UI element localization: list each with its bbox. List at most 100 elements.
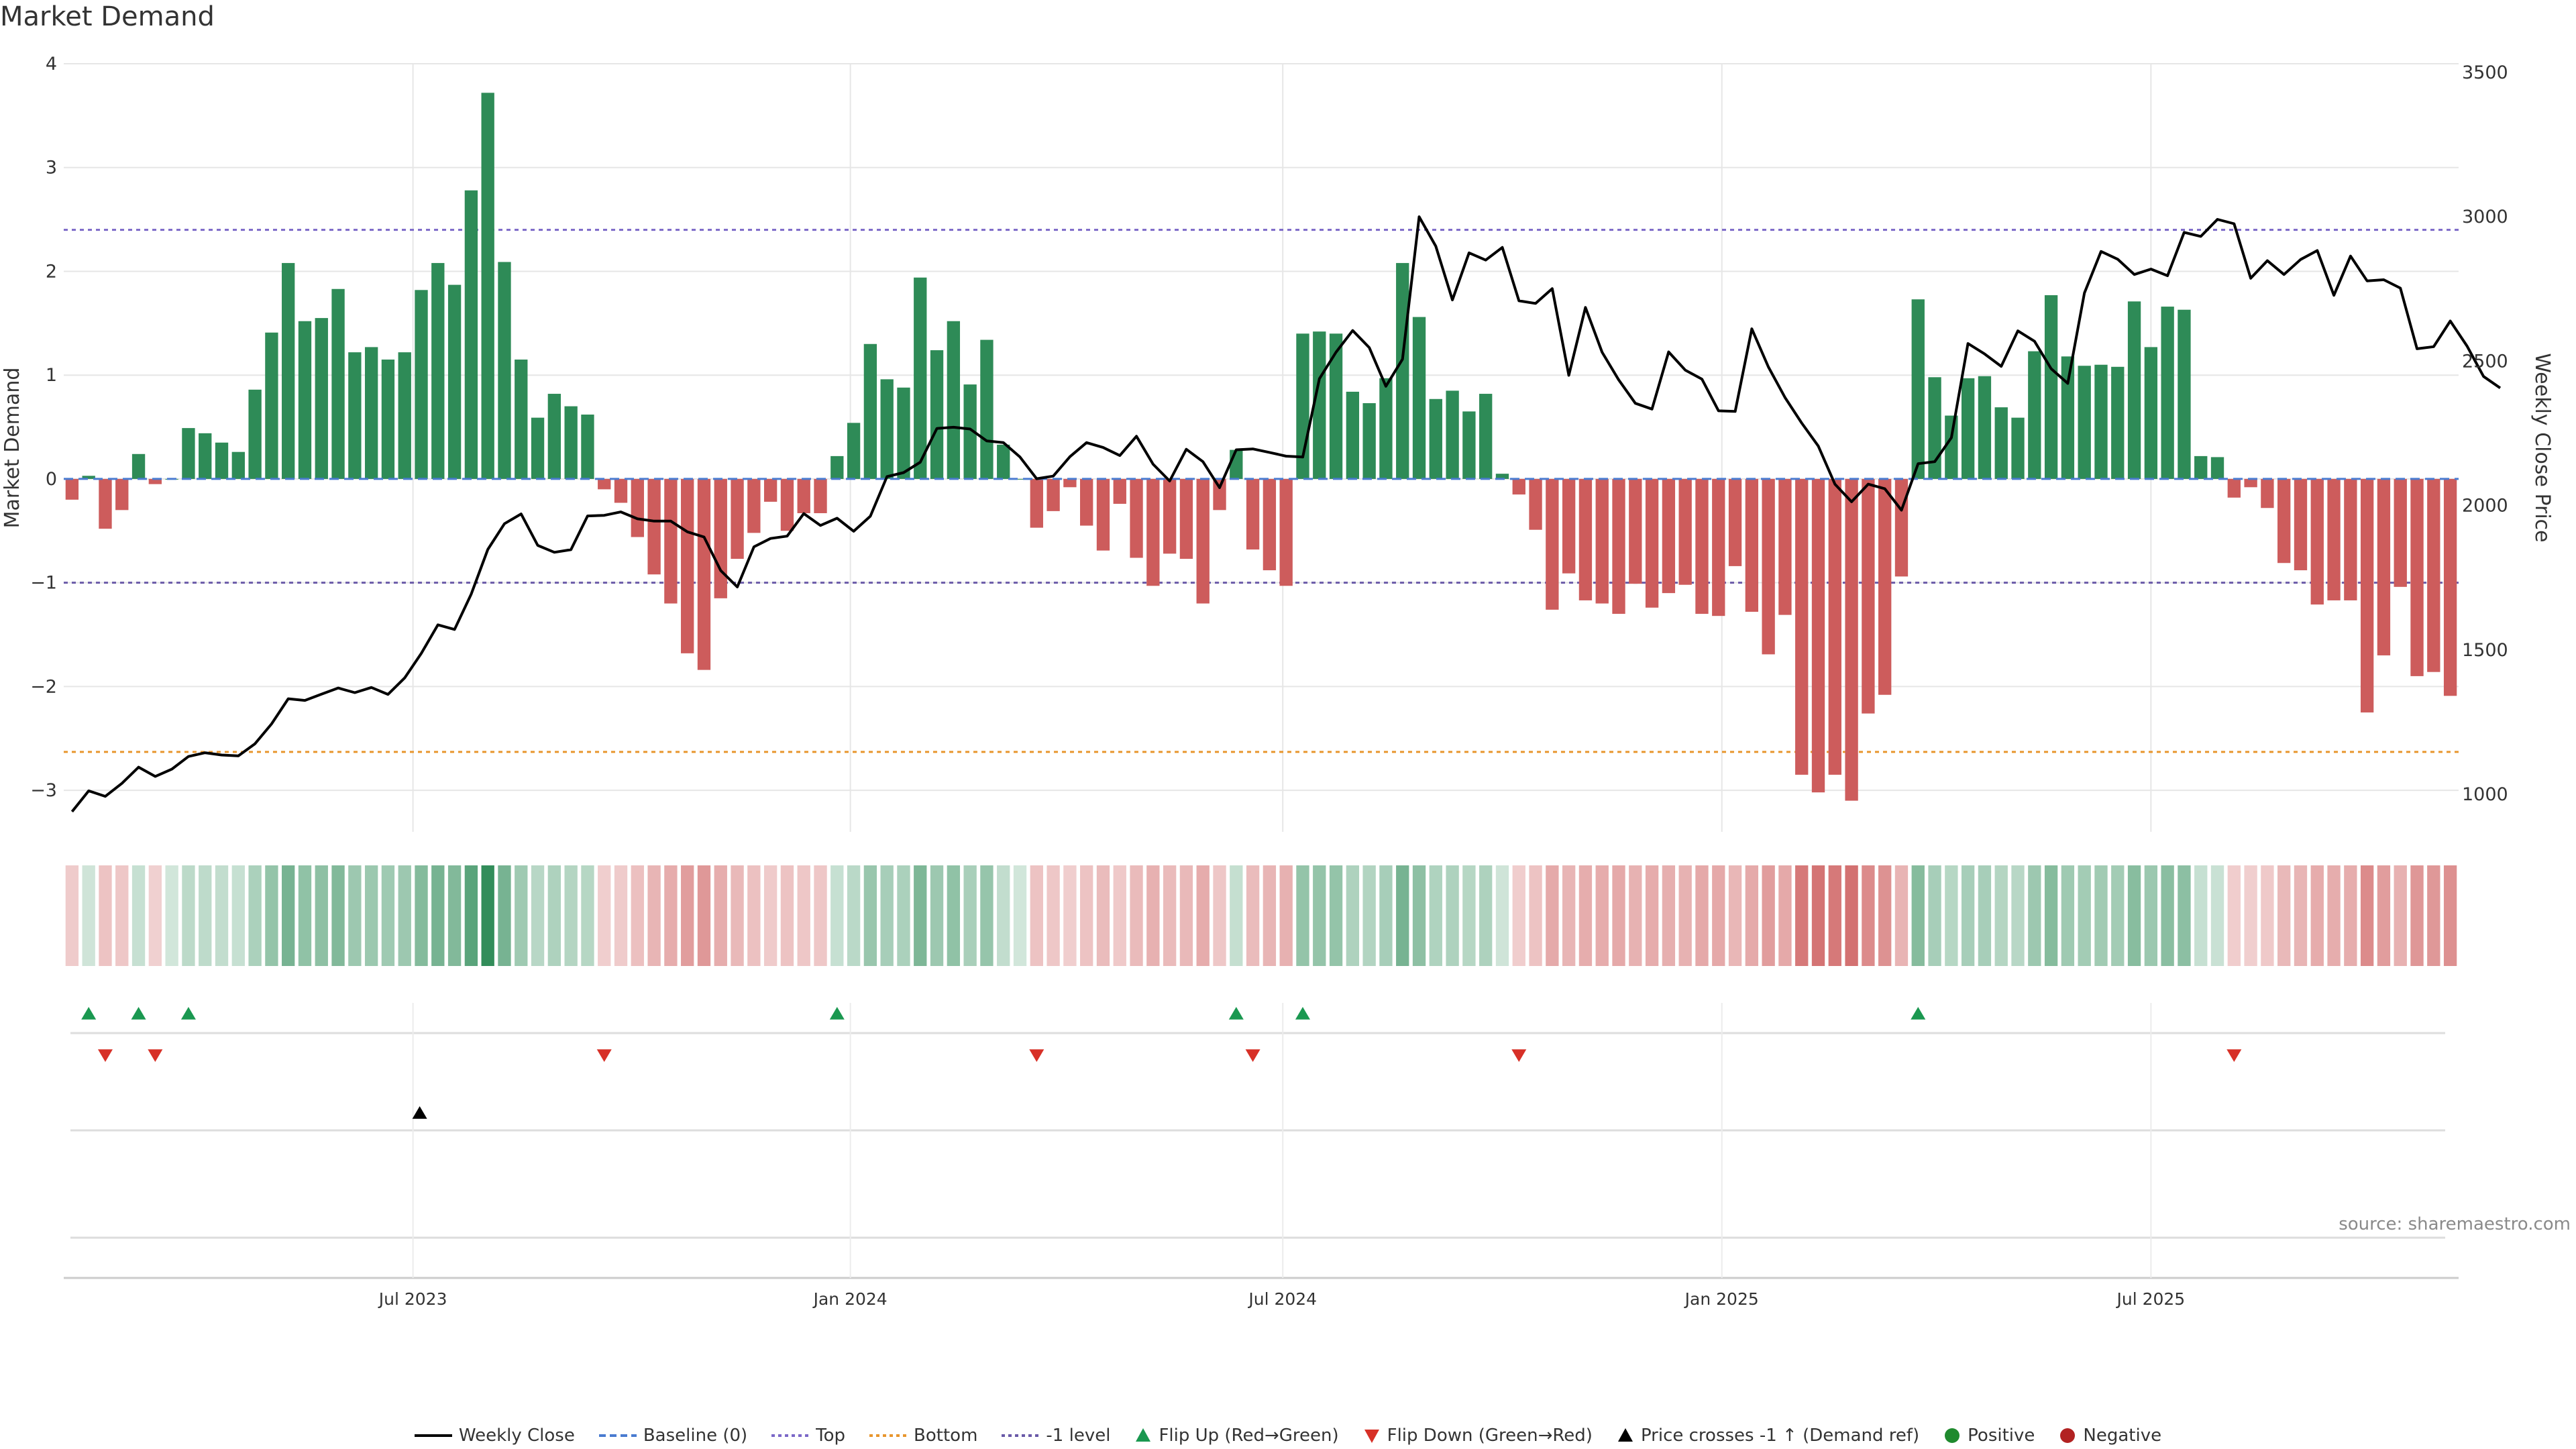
demand-bar bbox=[1695, 478, 1709, 614]
demand-bar bbox=[847, 423, 861, 479]
flip-down-marker bbox=[1029, 1049, 1044, 1062]
heatmap-cell bbox=[131, 865, 146, 966]
heatmap-cell bbox=[1928, 865, 1941, 966]
legend-item: Positive bbox=[1943, 1426, 2035, 1446]
heatmap-cell bbox=[1778, 865, 1792, 966]
demand-bar bbox=[1745, 478, 1759, 612]
demand-bar bbox=[1130, 478, 1143, 558]
demand-bar bbox=[2178, 309, 2191, 479]
heatmap-cell bbox=[997, 865, 1010, 966]
heatmap-cell bbox=[614, 865, 628, 966]
demand-bar bbox=[1230, 449, 1243, 479]
demand-bar bbox=[131, 453, 146, 479]
dashed-line-icon bbox=[598, 1434, 637, 1437]
demand-bar bbox=[1712, 478, 1725, 616]
heatmap-cell bbox=[1013, 865, 1027, 966]
demand-bar bbox=[1263, 478, 1277, 571]
flip-down-marker bbox=[1245, 1049, 1260, 1062]
demand-bar bbox=[1013, 478, 1027, 480]
demand-bar bbox=[1113, 478, 1126, 504]
demand-bar bbox=[780, 478, 794, 531]
flip-up-marker bbox=[829, 1007, 845, 1020]
heatmap-cell bbox=[830, 865, 844, 966]
demand-bar bbox=[2427, 478, 2440, 672]
heatmap-cell bbox=[1379, 865, 1393, 966]
y-tick-label: −1 bbox=[30, 573, 57, 594]
flip-up-marker bbox=[131, 1007, 146, 1020]
legend-label: Top bbox=[816, 1426, 846, 1446]
demand-bar bbox=[631, 478, 644, 537]
heatmap-cell bbox=[248, 865, 262, 966]
x-tick-label: Jul 2024 bbox=[1247, 1289, 1317, 1309]
heatmap-cell bbox=[282, 865, 295, 966]
heatmap-cell bbox=[1446, 865, 1459, 966]
demand-bar bbox=[1495, 474, 1509, 479]
demand-bar bbox=[464, 190, 478, 479]
heatmap-cell bbox=[2111, 865, 2125, 966]
demand-bar bbox=[1279, 478, 1293, 586]
heatmap-cell bbox=[1512, 865, 1525, 966]
heatmap-cell bbox=[2094, 865, 2108, 966]
heatmap-cell bbox=[531, 865, 545, 966]
y-axis-label: Market Demand bbox=[1, 368, 24, 529]
heatmap-cell bbox=[1230, 865, 1243, 966]
y-tick-label: −3 bbox=[30, 780, 57, 801]
legend-item: Negative bbox=[2059, 1426, 2161, 1446]
demand-bar bbox=[930, 350, 944, 479]
heatmap-cell bbox=[1745, 865, 1759, 966]
heatmap-cell bbox=[1845, 865, 1858, 966]
heatmap-cell bbox=[1678, 865, 1692, 966]
demand-bar bbox=[65, 478, 79, 500]
demand-bar bbox=[1629, 478, 1642, 584]
demand-bar bbox=[2294, 478, 2308, 571]
heatmap-cell bbox=[1146, 865, 1160, 966]
demand-bar bbox=[2410, 478, 2424, 676]
legend-label: Positive bbox=[1968, 1426, 2035, 1446]
demand-bar bbox=[182, 428, 195, 479]
demand-bar bbox=[830, 455, 844, 479]
heatmap-cell bbox=[1911, 865, 1925, 966]
demand-bar bbox=[947, 321, 961, 479]
legend-label: Price crosses -1 ↑ (Demand ref) bbox=[1640, 1426, 1920, 1446]
demand-bar bbox=[1080, 478, 1093, 526]
heatmap-cell bbox=[315, 865, 328, 966]
heatmap-cell bbox=[664, 865, 678, 966]
legend-label: Negative bbox=[2083, 1426, 2162, 1446]
heatmap-cell bbox=[1246, 865, 1260, 966]
heatmap-cell bbox=[2277, 865, 2291, 966]
demand-bar bbox=[1529, 478, 1542, 530]
y2-tick-label: 2000 bbox=[2462, 496, 2508, 517]
heatmap-cell bbox=[1080, 865, 1093, 966]
demand-bar bbox=[1362, 402, 1376, 479]
heatmap-cell bbox=[1562, 865, 1576, 966]
demand-bar bbox=[747, 478, 761, 533]
demand-bar bbox=[647, 478, 661, 575]
heatmap-cell bbox=[2061, 865, 2075, 966]
demand-bar bbox=[581, 414, 594, 479]
heatmap-cell bbox=[914, 865, 927, 966]
heatmap-cell bbox=[2227, 865, 2241, 966]
demand-bar bbox=[914, 277, 927, 479]
heatmap-cell bbox=[1894, 865, 1909, 966]
heatmap-cell bbox=[1762, 865, 1775, 966]
demand-bar bbox=[2327, 478, 2341, 600]
heatmap-cell bbox=[1096, 865, 1110, 966]
y-tick-label: −2 bbox=[30, 676, 57, 697]
heatmap-cell bbox=[980, 865, 994, 966]
heatmap-cell bbox=[2244, 865, 2257, 966]
demand-bar bbox=[2078, 366, 2091, 479]
flip-up-marker bbox=[1228, 1007, 1244, 1020]
demand-bar bbox=[1412, 317, 1426, 479]
legend-label: Weekly Close bbox=[458, 1426, 575, 1446]
heatmap-cell bbox=[331, 865, 345, 966]
demand-bar bbox=[814, 478, 827, 513]
triangle-down-icon bbox=[1364, 1430, 1379, 1443]
y2-tick-label: 1000 bbox=[2462, 784, 2508, 805]
demand-bar bbox=[231, 451, 245, 479]
heatmap-cell bbox=[2210, 865, 2224, 966]
demand-bar bbox=[2277, 478, 2291, 564]
demand-bar bbox=[215, 442, 229, 479]
heatmap-cell bbox=[364, 865, 378, 966]
heatmap-cell bbox=[2144, 865, 2158, 966]
demand-bar bbox=[1678, 478, 1692, 585]
